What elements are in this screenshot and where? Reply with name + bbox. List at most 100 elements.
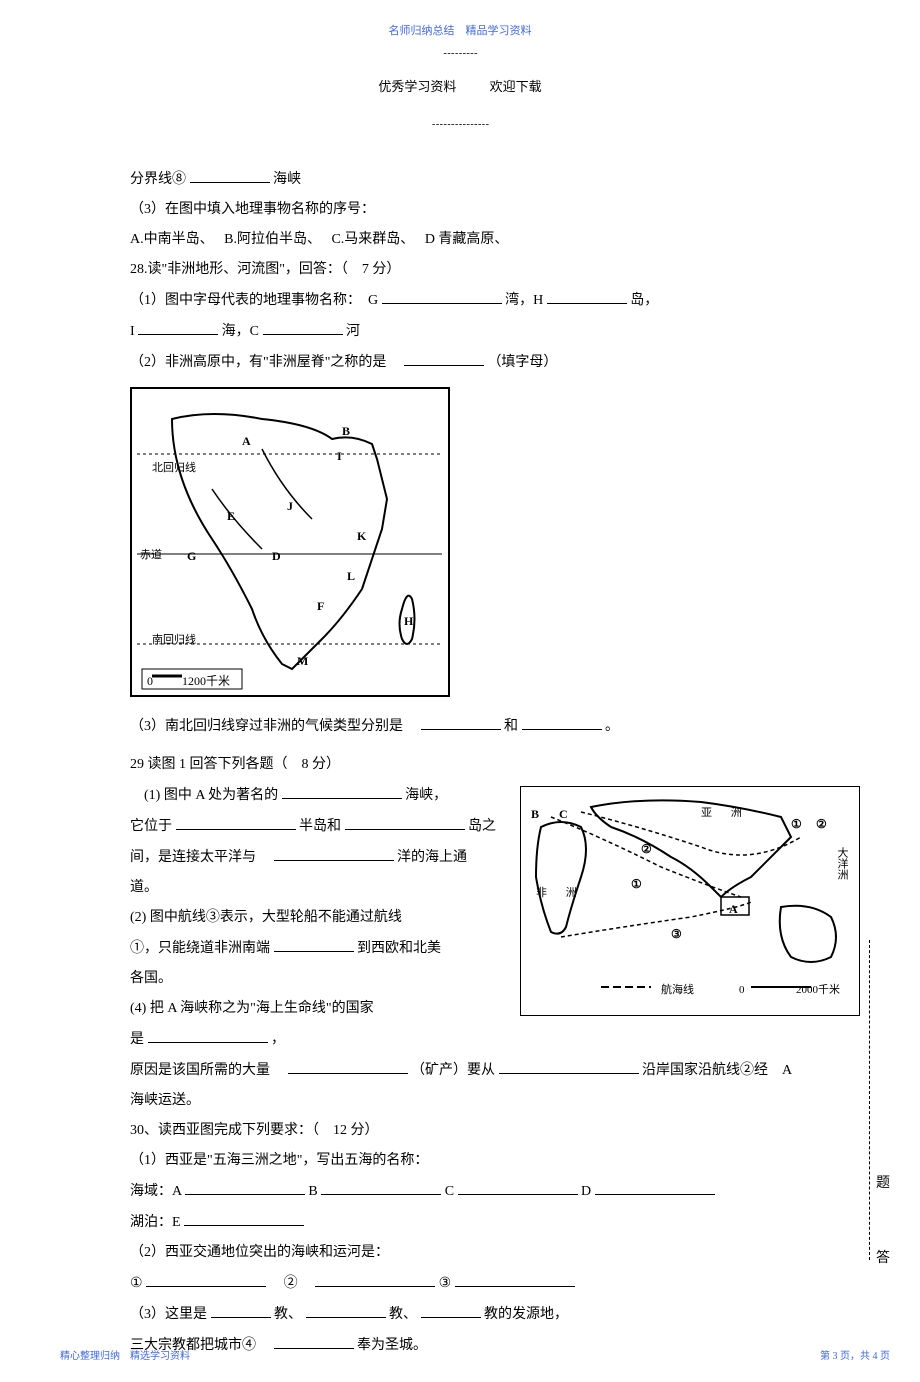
tropic-s-label: 南回归线: [152, 629, 196, 651]
sea-label: 海，C: [222, 324, 259, 339]
blank: [274, 843, 394, 861]
oceania-label: 大洋洲: [831, 847, 853, 880]
boundary-line: 分界线⑧ 海峡: [130, 165, 860, 194]
sea-c: C: [445, 1184, 454, 1199]
ocean-scale-0: 0: [739, 979, 745, 1001]
asia-shape: [591, 800, 791, 897]
gulf-label: 湾，H: [505, 293, 543, 308]
q28-sub2-suffix: （填字母）: [487, 355, 557, 370]
q28-sub3: （3）南北回归线穿过非洲的气候类型分别是 和 。: [130, 712, 860, 741]
blank: [146, 1269, 266, 1287]
subtitle-dash: - - - - - - - - - - - - - - -: [0, 115, 920, 135]
blank: [404, 348, 484, 366]
q30-straits: ① ② ③: [130, 1269, 860, 1298]
blank: [382, 286, 502, 304]
blank: [595, 1177, 715, 1195]
label-f: F: [317, 594, 324, 618]
opt-a: A.中南半岛、: [130, 232, 207, 247]
blank: [138, 317, 218, 335]
q28-sub1-line2: I 海，C 河: [130, 317, 860, 346]
lake-e: 湖泊：E: [130, 1215, 181, 1230]
q28-sub2-text: （2）非洲高原中，有"非洲屋脊"之称的是: [130, 355, 386, 370]
blank: [176, 812, 296, 830]
q30-sub3-l2: 三大宗教都把城市④ 奉为圣城。: [130, 1331, 860, 1360]
q29-s4-suf: 沿岸国家沿航线②经 A: [642, 1063, 792, 1078]
subtitle: 优秀学习资料 欢迎下载: [0, 74, 920, 100]
blank: [321, 1177, 441, 1195]
route-3: ③: [671, 922, 682, 946]
q29-s2-suf: 到西欧和北美: [357, 941, 441, 956]
equator-label: 赤道: [140, 544, 162, 566]
label-a: A: [242, 429, 251, 453]
boundary-prefix: 分界线⑧: [130, 172, 186, 187]
island: 岛之: [468, 819, 496, 834]
blank: [288, 1056, 408, 1074]
ocean-map: 亚 洲 非 洲 大洋洲 B C A ① ② ① ② ③ 航海线 0 2000千米: [520, 786, 860, 1016]
label-b: B: [342, 419, 350, 443]
q29-sub4-l4: 海峡运送。: [130, 1087, 860, 1115]
blank: [499, 1056, 639, 1074]
q29-l3-pre: 间，是连接太平洋与: [130, 850, 256, 865]
tropic-n-label: 北回归线: [152, 457, 196, 479]
africa-shape: [536, 822, 586, 934]
side-char1: 题: [876, 1170, 890, 1198]
blank: [345, 812, 465, 830]
opt-d: D 青藏高原、: [425, 232, 509, 247]
sea-a: 海域：A: [130, 1184, 181, 1199]
blank: [184, 1208, 304, 1226]
sea-b: B: [308, 1184, 317, 1199]
label-g: G: [187, 544, 196, 568]
side-char2: 答: [876, 1245, 890, 1273]
blank: [190, 165, 270, 183]
footer-left: 精心整理归纳 精选学习资料: [60, 1347, 190, 1367]
route3: [561, 902, 751, 937]
q30-sub1: （1）西亚是"五海三洲之地"，写出五海的名称：: [130, 1147, 860, 1175]
q28-sub3-text: （3）南北回归线穿过非洲的气候类型分别是: [130, 719, 403, 734]
blank: [263, 317, 343, 335]
content-area: 分界线⑧ 海峡 （3）在图中填入地理事物名称的序号： A.中南半岛、 B.阿拉伯…: [130, 165, 860, 1360]
route2: [581, 812, 801, 855]
letter-i: I: [130, 324, 135, 339]
footer-right: 第 3 页，共 4 页: [820, 1347, 890, 1367]
ocean-scale-dist: 2000千米: [796, 979, 840, 1001]
q29-sub2: (2) 图中航线③表示，大型轮船不能通过航线: [130, 904, 500, 932]
blank: [421, 712, 501, 730]
q30-sub2: （2）西亚交通地位突出的海峡和运河是：: [130, 1239, 860, 1267]
blank: [458, 1177, 578, 1195]
australia-shape: [780, 906, 836, 962]
scale-0: 0: [147, 669, 153, 693]
peninsula: 半岛和: [299, 819, 341, 834]
q29-sub4: (4) 把 A 海峡称之为"海上生命线"的国家: [130, 995, 500, 1023]
label-k: K: [357, 524, 366, 548]
rel3: 教的发源地，: [484, 1307, 568, 1322]
q29-sub1-l4: 道。: [130, 874, 500, 902]
island-label: 岛，: [630, 293, 658, 308]
blank: [315, 1269, 435, 1287]
num3: ③: [439, 1276, 452, 1291]
opt-b: B.阿拉伯半岛、: [224, 232, 314, 247]
scale-dist: 1200千米: [182, 669, 230, 693]
q29-title: 29 读图 1 回答下列各题（ 8 分）: [130, 751, 860, 779]
blank: [185, 1177, 305, 1195]
sea-d: D: [581, 1184, 591, 1199]
q29-text-block: (1) 图中 A 处为著名的 海峡， 它位于 半岛和 岛之 间，是连接太平洋与 …: [130, 781, 500, 1054]
q29-sub2-l3: 各国。: [130, 965, 500, 993]
options-line: A.中南半岛、 B.阿拉伯半岛、 C.马来群岛、 D 青藏高原、: [130, 226, 860, 254]
blank: [522, 712, 602, 730]
label-m: M: [297, 649, 308, 673]
q29-sub4-l2: 是 ，: [130, 1025, 500, 1054]
blank: [282, 781, 402, 799]
mineral: （矿产）要从: [411, 1063, 495, 1078]
ocean-b: B: [531, 802, 539, 826]
q29-l2-pre: 它位于: [130, 819, 172, 834]
label-j: J: [287, 494, 293, 518]
river2: [212, 489, 262, 549]
q29-sub1-l3: 间，是连接太平洋与 洋的海上通: [130, 843, 500, 872]
num1: ①: [130, 1276, 143, 1291]
blank: [148, 1025, 268, 1043]
q29-s4-is: 是: [130, 1032, 144, 1047]
q29-sub1-pre: (1) 图中 A 处为著名的: [144, 788, 278, 803]
blank: [455, 1269, 575, 1287]
africa-map: 北回归线 赤道 南回归线 A B I J E D G K L F H M 0 1…: [130, 387, 450, 697]
route-2a: ②: [641, 837, 652, 861]
